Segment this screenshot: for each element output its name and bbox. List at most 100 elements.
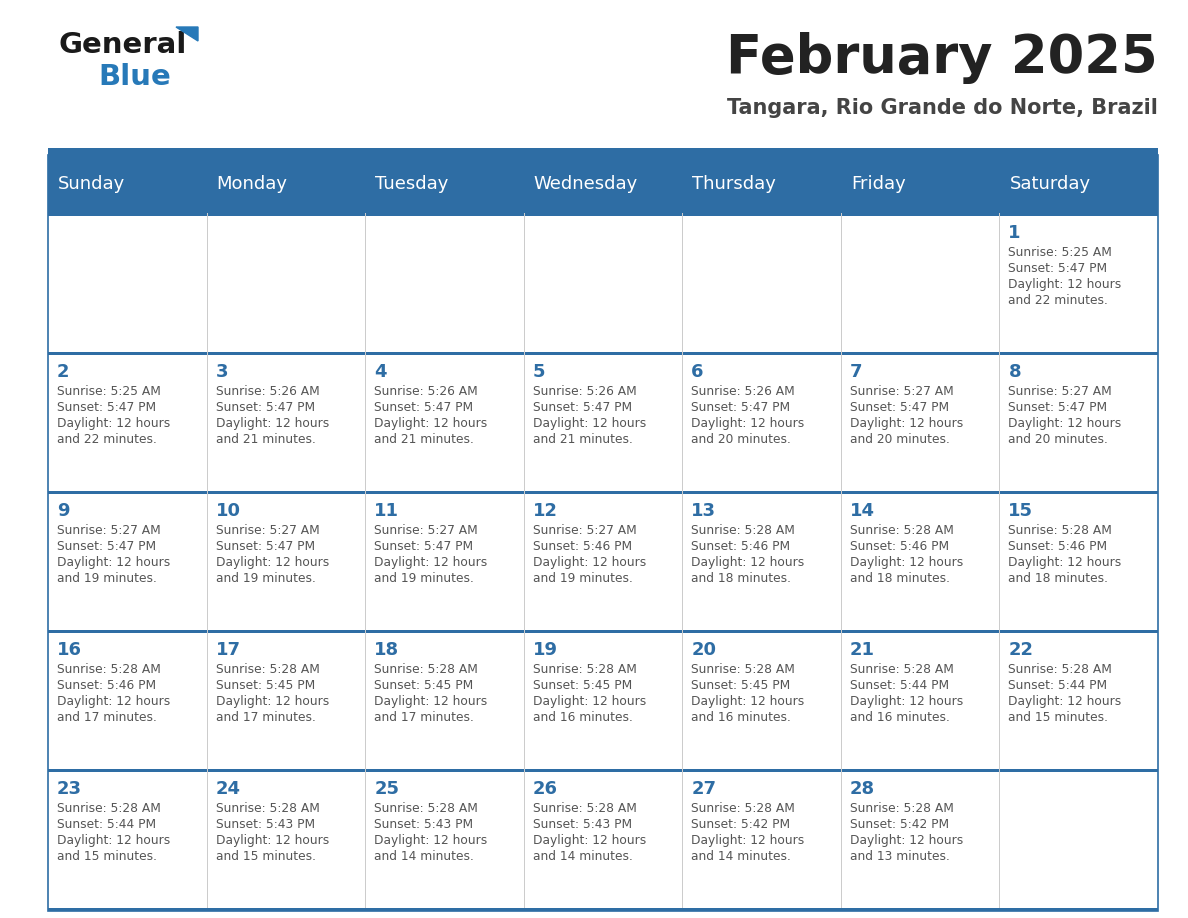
Bar: [48, 769, 1158, 772]
Text: Daylight: 12 hours: Daylight: 12 hours: [215, 417, 329, 430]
Text: Sunrise: 5:28 AM: Sunrise: 5:28 AM: [57, 663, 160, 676]
Text: 11: 11: [374, 502, 399, 520]
Text: Sunset: 5:46 PM: Sunset: 5:46 PM: [849, 540, 949, 553]
Text: 7: 7: [849, 363, 862, 381]
Text: and 16 minutes.: and 16 minutes.: [849, 711, 949, 724]
Text: Sunset: 5:42 PM: Sunset: 5:42 PM: [691, 818, 790, 831]
Text: 14: 14: [849, 502, 874, 520]
Text: February 2025: February 2025: [726, 32, 1158, 84]
Text: Sunset: 5:47 PM: Sunset: 5:47 PM: [215, 401, 315, 414]
Text: Thursday: Thursday: [693, 175, 776, 193]
Bar: [48, 630, 1158, 633]
Text: Sunset: 5:44 PM: Sunset: 5:44 PM: [849, 679, 949, 692]
Bar: [999, 633, 1158, 769]
Text: Sunrise: 5:28 AM: Sunrise: 5:28 AM: [374, 802, 478, 815]
Text: Sunset: 5:46 PM: Sunset: 5:46 PM: [1009, 540, 1107, 553]
Bar: [207, 494, 365, 630]
Text: Sunrise: 5:27 AM: Sunrise: 5:27 AM: [849, 385, 954, 398]
Text: Sunset: 5:46 PM: Sunset: 5:46 PM: [532, 540, 632, 553]
Text: Sunset: 5:47 PM: Sunset: 5:47 PM: [57, 401, 156, 414]
Text: 17: 17: [215, 641, 241, 659]
Text: Sunset: 5:44 PM: Sunset: 5:44 PM: [1009, 679, 1107, 692]
Text: Sunrise: 5:28 AM: Sunrise: 5:28 AM: [532, 802, 637, 815]
Text: 25: 25: [374, 780, 399, 798]
Text: and 18 minutes.: and 18 minutes.: [1009, 572, 1108, 585]
Text: Daylight: 12 hours: Daylight: 12 hours: [215, 834, 329, 847]
Bar: [365, 772, 524, 908]
Text: Sunrise: 5:28 AM: Sunrise: 5:28 AM: [691, 663, 795, 676]
Bar: [999, 155, 1158, 213]
Text: 23: 23: [57, 780, 82, 798]
Text: Sunrise: 5:28 AM: Sunrise: 5:28 AM: [57, 802, 160, 815]
Text: Daylight: 12 hours: Daylight: 12 hours: [691, 556, 804, 569]
Text: and 21 minutes.: and 21 minutes.: [374, 433, 474, 446]
Text: Sunrise: 5:27 AM: Sunrise: 5:27 AM: [215, 524, 320, 537]
Text: and 17 minutes.: and 17 minutes.: [215, 711, 316, 724]
Text: Sunset: 5:47 PM: Sunset: 5:47 PM: [1009, 401, 1107, 414]
Text: 6: 6: [691, 363, 703, 381]
Text: General: General: [58, 31, 187, 59]
Text: Daylight: 12 hours: Daylight: 12 hours: [374, 556, 487, 569]
Text: and 14 minutes.: and 14 minutes.: [374, 850, 474, 863]
Bar: [207, 216, 365, 352]
Text: and 14 minutes.: and 14 minutes.: [691, 850, 791, 863]
Bar: [48, 491, 1158, 494]
Bar: [524, 633, 682, 769]
Text: Sunset: 5:47 PM: Sunset: 5:47 PM: [849, 401, 949, 414]
Text: 8: 8: [1009, 363, 1020, 381]
Text: 27: 27: [691, 780, 716, 798]
Text: Sunrise: 5:28 AM: Sunrise: 5:28 AM: [215, 663, 320, 676]
Text: Sunset: 5:45 PM: Sunset: 5:45 PM: [215, 679, 315, 692]
Text: Sunset: 5:43 PM: Sunset: 5:43 PM: [374, 818, 473, 831]
Bar: [48, 213, 1158, 216]
Text: and 19 minutes.: and 19 minutes.: [57, 572, 157, 585]
Text: 12: 12: [532, 502, 557, 520]
Text: Daylight: 12 hours: Daylight: 12 hours: [57, 695, 170, 708]
Bar: [48, 148, 1158, 155]
Text: Daylight: 12 hours: Daylight: 12 hours: [215, 695, 329, 708]
Bar: [48, 352, 1158, 355]
Bar: [524, 216, 682, 352]
Text: Sunrise: 5:28 AM: Sunrise: 5:28 AM: [1009, 663, 1112, 676]
Text: Monday: Monday: [216, 175, 287, 193]
Text: Daylight: 12 hours: Daylight: 12 hours: [374, 417, 487, 430]
Bar: [682, 633, 841, 769]
Text: Sunset: 5:46 PM: Sunset: 5:46 PM: [691, 540, 790, 553]
Bar: [682, 494, 841, 630]
Text: and 19 minutes.: and 19 minutes.: [374, 572, 474, 585]
Text: 18: 18: [374, 641, 399, 659]
Text: and 15 minutes.: and 15 minutes.: [1009, 711, 1108, 724]
Text: Sunrise: 5:28 AM: Sunrise: 5:28 AM: [849, 524, 954, 537]
Bar: [365, 633, 524, 769]
Text: Sunrise: 5:26 AM: Sunrise: 5:26 AM: [532, 385, 637, 398]
Bar: [207, 355, 365, 491]
Text: Daylight: 12 hours: Daylight: 12 hours: [532, 556, 646, 569]
Text: Sunrise: 5:28 AM: Sunrise: 5:28 AM: [691, 802, 795, 815]
Bar: [841, 494, 999, 630]
Bar: [48, 908, 1158, 911]
Text: Daylight: 12 hours: Daylight: 12 hours: [1009, 278, 1121, 291]
Text: Sunrise: 5:27 AM: Sunrise: 5:27 AM: [374, 524, 478, 537]
Text: Sunset: 5:45 PM: Sunset: 5:45 PM: [374, 679, 473, 692]
Text: 9: 9: [57, 502, 70, 520]
Polygon shape: [176, 27, 198, 41]
Text: and 21 minutes.: and 21 minutes.: [215, 433, 316, 446]
Text: and 21 minutes.: and 21 minutes.: [532, 433, 632, 446]
Text: and 15 minutes.: and 15 minutes.: [215, 850, 316, 863]
Text: 2: 2: [57, 363, 70, 381]
Text: 15: 15: [1009, 502, 1034, 520]
Text: Blue: Blue: [97, 63, 171, 91]
Bar: [207, 633, 365, 769]
Bar: [999, 494, 1158, 630]
Text: and 20 minutes.: and 20 minutes.: [1009, 433, 1108, 446]
Bar: [48, 772, 207, 908]
Text: Sunrise: 5:25 AM: Sunrise: 5:25 AM: [1009, 246, 1112, 259]
Text: and 16 minutes.: and 16 minutes.: [532, 711, 632, 724]
Text: Friday: Friday: [851, 175, 905, 193]
Bar: [999, 772, 1158, 908]
Bar: [365, 355, 524, 491]
Text: and 15 minutes.: and 15 minutes.: [57, 850, 157, 863]
Bar: [841, 155, 999, 213]
Text: Daylight: 12 hours: Daylight: 12 hours: [1009, 695, 1121, 708]
Bar: [524, 155, 682, 213]
